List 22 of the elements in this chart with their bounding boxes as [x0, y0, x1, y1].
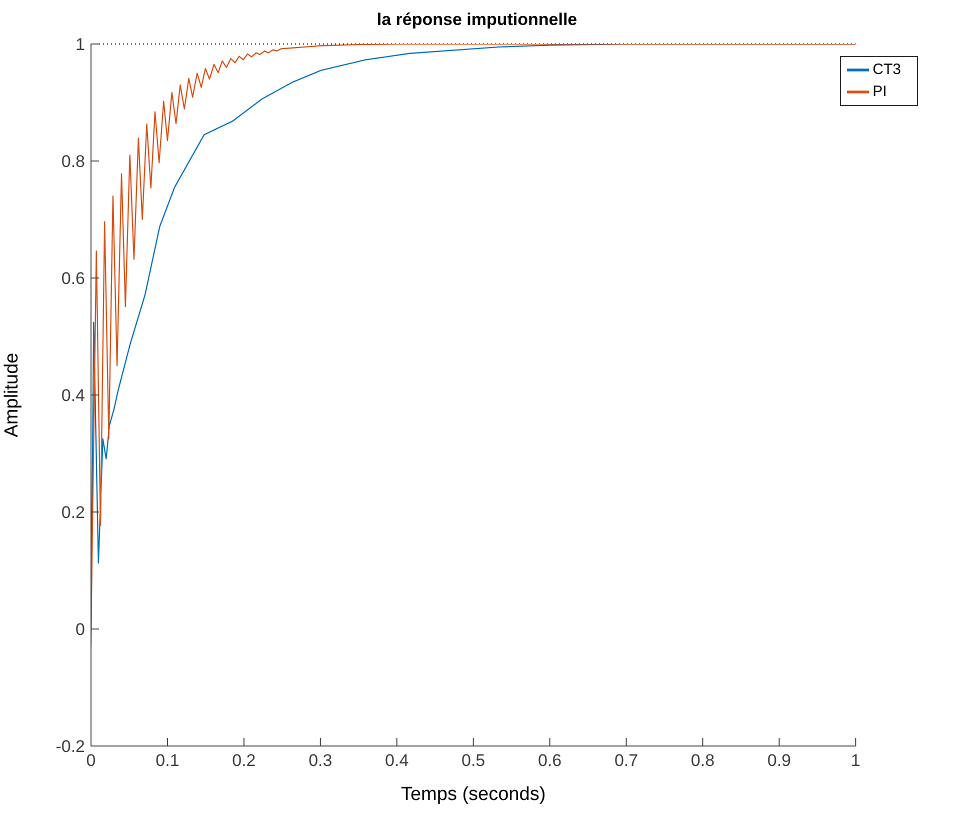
x-tick-label: 0.8 — [690, 751, 715, 770]
y-tick-label: 0.2 — [61, 503, 85, 522]
x-tick-label: 0.5 — [462, 751, 486, 770]
legend-label: PI — [872, 82, 887, 100]
y-tick-label: 1 — [76, 35, 85, 54]
x-tick-label: 0.3 — [308, 751, 332, 770]
x-tick-label: 0.7 — [614, 751, 638, 770]
x-tick-label: 0.6 — [538, 751, 562, 770]
y-tick-label: 0.8 — [61, 152, 85, 172]
y-tick-label: 0.6 — [61, 269, 85, 288]
x-tick-label: 0.4 — [385, 751, 409, 770]
x-axis-title: Temps (seconds) — [400, 784, 546, 805]
x-tick-label: 0.2 — [232, 751, 256, 770]
y-axis-title: Amplitude — [2, 352, 23, 438]
x-tick-label: 1 — [850, 751, 860, 770]
legend-label: CT3 — [872, 60, 901, 78]
y-tick-label: 0 — [76, 620, 85, 640]
x-tick-label: 0.9 — [767, 751, 792, 770]
y-tick-label: -0.2 — [56, 737, 85, 756]
y-tick-label: 0.4 — [61, 386, 85, 406]
x-tick-label: 0.1 — [156, 751, 180, 770]
chart-title: la réponse imputionnelle — [376, 10, 578, 30]
